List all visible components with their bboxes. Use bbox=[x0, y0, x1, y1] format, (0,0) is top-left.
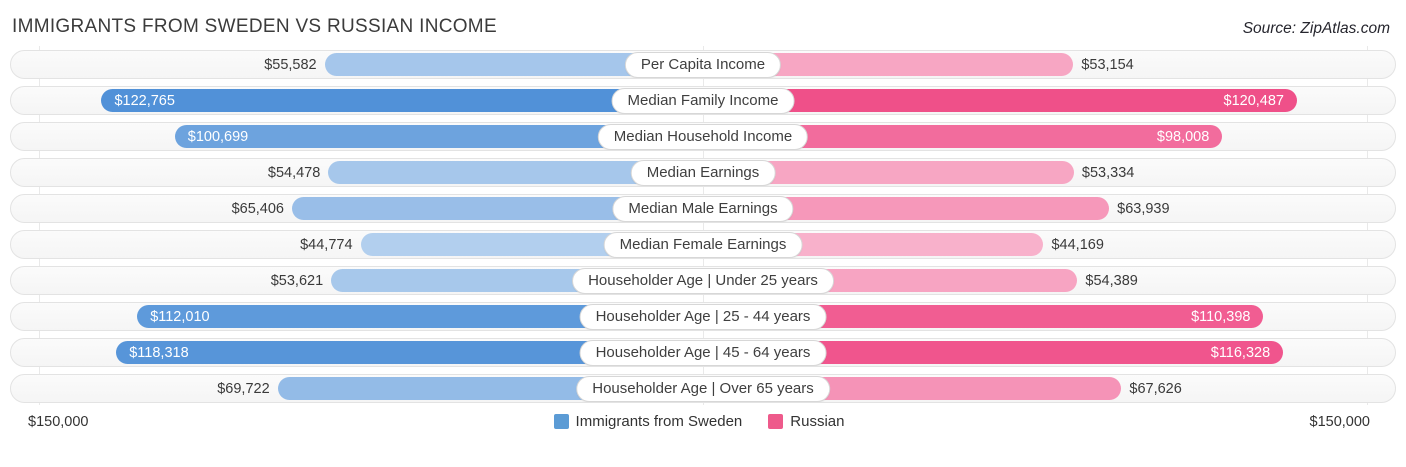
sweden-value-label: $100,699 bbox=[187, 128, 249, 145]
russian-value-label: $44,169 bbox=[1051, 236, 1104, 253]
russian-bar[interactable] bbox=[703, 341, 1284, 364]
legend-swatch-russian bbox=[768, 414, 784, 429]
category-label: Householder Age | Over 65 years bbox=[576, 375, 830, 402]
legend-item-russian: Russian bbox=[768, 413, 844, 430]
sweden-bar[interactable] bbox=[101, 89, 703, 112]
source-credit: Source: ZipAtlas.com bbox=[1242, 20, 1390, 37]
axis-max-left: $150,000 bbox=[28, 413, 89, 430]
sweden-value-label: $69,722 bbox=[217, 380, 270, 397]
chart-title: IMMIGRANTS FROM SWEDEN VS RUSSIAN INCOME bbox=[12, 16, 497, 37]
russian-bar[interactable] bbox=[703, 197, 1110, 220]
russian-value-label: $120,487 bbox=[1223, 92, 1284, 109]
chart-row: $53,621 $54,389 Householder Age | Under 25… bbox=[10, 266, 1396, 295]
legend: Immigrants from Sweden Russian bbox=[88, 413, 1309, 430]
russian-bar[interactable] bbox=[703, 125, 1223, 148]
sweden-bar[interactable] bbox=[292, 197, 703, 220]
russian-value-label: $53,154 bbox=[1081, 56, 1134, 73]
russian-bar[interactable] bbox=[703, 305, 1264, 328]
legend-item-sweden: Immigrants from Sweden bbox=[553, 413, 743, 430]
russian-value-label: $110,398 bbox=[1191, 308, 1251, 325]
category-label: Householder Age | Under 25 years bbox=[572, 267, 834, 294]
russian-bar[interactable] bbox=[703, 161, 1074, 184]
sweden-bar[interactable] bbox=[328, 161, 703, 184]
russian-value-label: $116,328 bbox=[1210, 344, 1271, 361]
category-label: Median Male Earnings bbox=[612, 195, 794, 222]
sweden-value-label: $118,318 bbox=[129, 344, 189, 361]
category-label: Median Household Income bbox=[597, 123, 809, 150]
russian-value-label: $67,626 bbox=[1129, 380, 1182, 397]
legend-label: Russian bbox=[790, 413, 845, 430]
category-label: Per Capita Income bbox=[624, 51, 782, 78]
sweden-bar[interactable] bbox=[116, 341, 703, 364]
chart-row: $118,318 $116,328 Householder Age | 45 - 6… bbox=[10, 338, 1396, 367]
sweden-value-label: $55,582 bbox=[264, 56, 317, 73]
axis-row: $150,000 Immigrants from Sweden Russian $… bbox=[28, 413, 1370, 430]
sweden-value-label: $65,406 bbox=[231, 200, 284, 217]
sweden-bar[interactable] bbox=[137, 305, 703, 328]
legend-swatch-sweden bbox=[553, 414, 569, 429]
chart-row: $54,478 $53,334 Median Earnings bbox=[10, 158, 1396, 187]
sweden-value-label: $53,621 bbox=[270, 272, 324, 289]
chart-row: $65,406 $63,939 Median Male Earnings bbox=[10, 194, 1396, 223]
category-label: Householder Age | 25 - 44 years bbox=[579, 303, 827, 330]
chart: $55,582 $53,154 Per Capita Income $122,765 $… bbox=[10, 46, 1396, 405]
russian-value-label: $54,389 bbox=[1085, 272, 1138, 289]
chart-row: $100,699 $98,008 Median Household Income bbox=[10, 122, 1396, 151]
chart-row: $122,765 $120,487 Median Family Income bbox=[10, 86, 1396, 115]
sweden-bar[interactable] bbox=[174, 125, 703, 148]
russian-bar[interactable] bbox=[703, 53, 1074, 76]
chart-row: $69,722 $67,626 Householder Age | Over 65 … bbox=[10, 374, 1396, 403]
category-label: Median Female Earnings bbox=[603, 231, 803, 258]
sweden-value-label: $112,010 bbox=[150, 308, 210, 325]
sweden-bar[interactable] bbox=[324, 53, 703, 76]
sweden-value-label: $44,774 bbox=[300, 236, 353, 253]
category-label: Median Family Income bbox=[611, 87, 795, 114]
chart-rows: $55,582 $53,154 Per Capita Income $122,765 $… bbox=[10, 50, 1396, 403]
chart-row: $55,582 $53,154 Per Capita Income bbox=[10, 50, 1396, 79]
chart-row: $44,774 $44,169 Median Female Earnings bbox=[10, 230, 1396, 259]
header: IMMIGRANTS FROM SWEDEN VS RUSSIAN INCOME… bbox=[0, 0, 1406, 46]
russian-bar[interactable] bbox=[703, 89, 1297, 112]
russian-value-label: $53,334 bbox=[1081, 164, 1135, 181]
legend-label: Immigrants from Sweden bbox=[575, 413, 743, 430]
russian-value-label: $63,939 bbox=[1117, 200, 1170, 217]
russian-value-label: $98,008 bbox=[1156, 128, 1210, 145]
axis-max-right: $150,000 bbox=[1309, 413, 1370, 430]
sweden-value-label: $122,765 bbox=[114, 92, 175, 109]
category-label: Median Earnings bbox=[630, 159, 776, 186]
sweden-value-label: $54,478 bbox=[267, 164, 321, 181]
chart-row: $112,010 $110,398 Householder Age | 25 - 4… bbox=[10, 302, 1396, 331]
category-label: Householder Age | 45 - 64 years bbox=[579, 339, 827, 366]
